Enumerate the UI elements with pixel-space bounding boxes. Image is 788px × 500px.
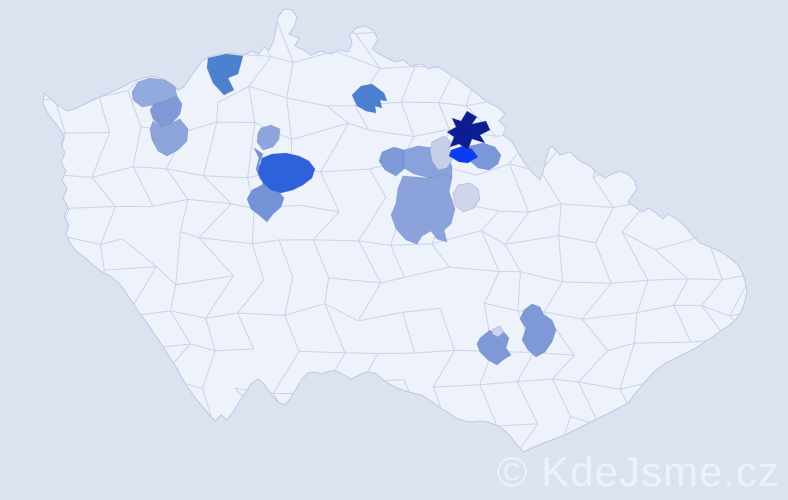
highlight-09 [378, 146, 405, 177]
highlight-11 [429, 135, 453, 171]
highlight-14 [452, 182, 481, 213]
watermark: © KdeJsme.cz [497, 448, 780, 495]
highlight-13 [390, 173, 456, 245]
highlight-04 [206, 53, 244, 96]
highlight-18 [491, 325, 505, 338]
district-border-line [390, 31, 426, 452]
highlight-05 [256, 124, 281, 151]
highlight-03 [149, 118, 189, 157]
highlight-07 [257, 152, 316, 194]
highlighted-districts-layer [131, 53, 557, 366]
highlight-16 [446, 110, 491, 151]
highlight-02 [149, 95, 183, 128]
highlight-19 [519, 303, 557, 358]
highlight-08 [351, 83, 388, 114]
